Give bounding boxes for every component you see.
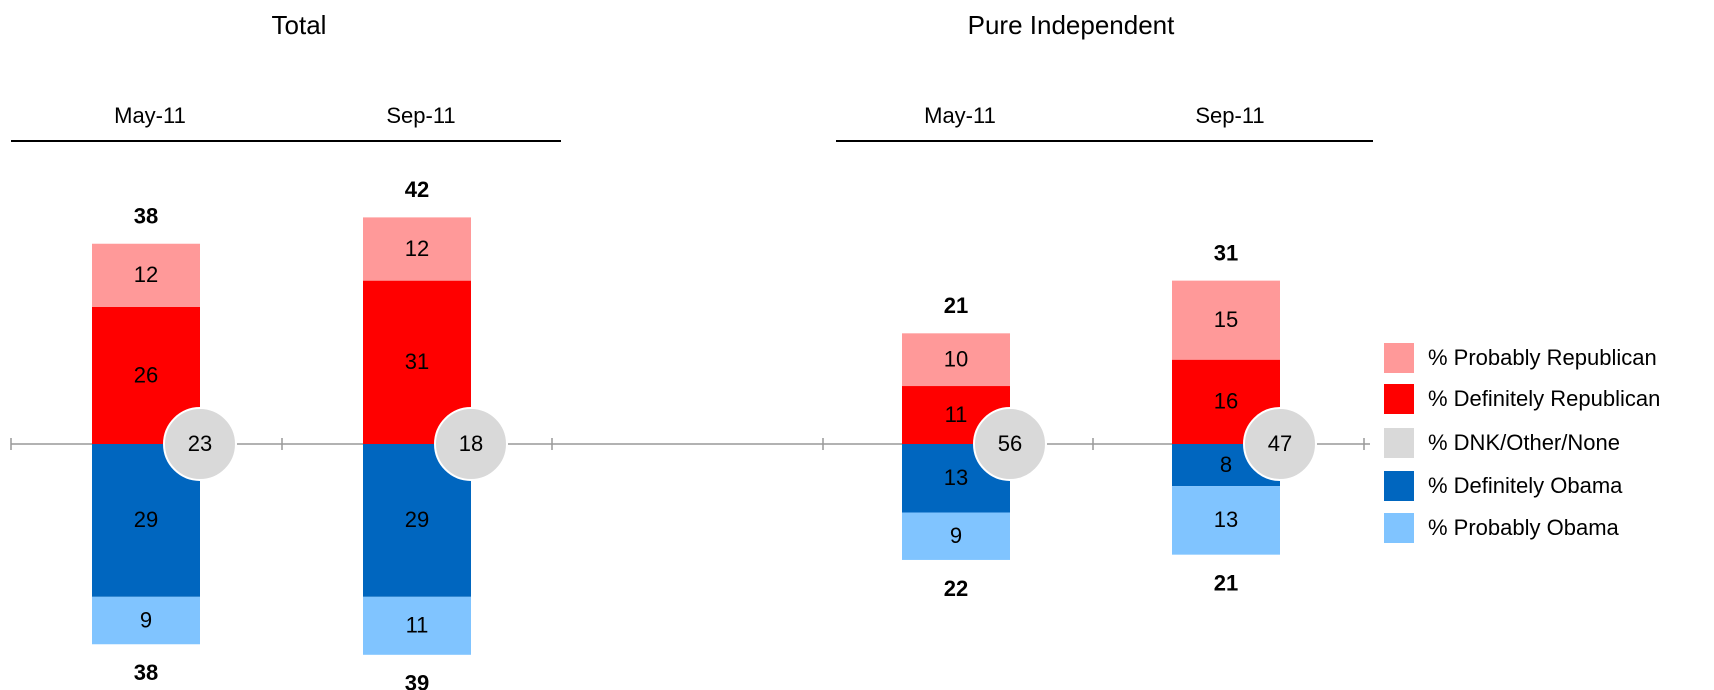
- legend-swatch: [1384, 471, 1414, 501]
- bar-segment: [363, 596, 471, 655]
- dnk-label: 18: [459, 431, 483, 456]
- dnk-label: 56: [998, 431, 1022, 456]
- rep-total: 21: [944, 293, 968, 318]
- segment-label: 10: [944, 346, 968, 371]
- rep-total: 42: [405, 177, 429, 202]
- legend-label: % Probably Republican: [1428, 345, 1657, 370]
- segment-label: 11: [945, 402, 968, 427]
- rep-total: 31: [1214, 240, 1238, 265]
- bar-segment: [363, 217, 471, 281]
- legend-swatch: [1384, 428, 1414, 458]
- panel-title: Pure Independent: [968, 10, 1176, 40]
- legend-swatch: [1384, 384, 1414, 414]
- segment-label: 12: [405, 236, 429, 261]
- dnk-label: 47: [1268, 431, 1292, 456]
- category-label: Sep-11: [1195, 103, 1264, 128]
- dnk-circle: [973, 407, 1047, 481]
- bar-segment: [1172, 280, 1280, 360]
- rep-total: 38: [134, 204, 158, 229]
- obama-total: 38: [134, 660, 158, 685]
- bar-segment: [92, 243, 200, 307]
- segment-label: 16: [1214, 389, 1238, 414]
- segment-label: 8: [1220, 452, 1232, 477]
- obama-total: 21: [1214, 570, 1238, 595]
- segment-label: 13: [944, 465, 968, 490]
- segment-label: 26: [134, 362, 158, 387]
- bar-segment: [1172, 486, 1280, 555]
- category-label: May-11: [114, 103, 186, 128]
- dnk-circle: [434, 407, 508, 481]
- panel-title: Total: [272, 10, 327, 40]
- legend-label: % Definitely Republican: [1428, 386, 1660, 411]
- bar-segment: [92, 596, 200, 645]
- obama-total: 22: [944, 576, 968, 601]
- segment-label: 29: [405, 507, 429, 532]
- category-label: May-11: [924, 103, 996, 128]
- segment-label: 15: [1214, 307, 1238, 332]
- category-label: Sep-11: [386, 103, 455, 128]
- legend-label: % Definitely Obama: [1428, 473, 1623, 498]
- obama-total: 39: [405, 671, 429, 690]
- segment-label: 11: [406, 613, 429, 638]
- segment-label: 12: [134, 262, 158, 287]
- dnk-label: 23: [188, 431, 212, 456]
- legend-swatch: [1384, 513, 1414, 543]
- legend-swatch: [1384, 343, 1414, 373]
- bar-segment: [902, 512, 1010, 560]
- segment-label: 9: [140, 607, 152, 632]
- segment-label: 9: [950, 523, 962, 548]
- segment-label: 13: [1214, 507, 1238, 532]
- legend-label: % Probably Obama: [1428, 515, 1620, 540]
- dnk-circle: [1243, 407, 1317, 481]
- segment-label: 29: [134, 507, 158, 532]
- legend-label: % DNK/Other/None: [1428, 430, 1620, 455]
- dnk-circle: [163, 407, 237, 481]
- bar-segment: [902, 333, 1010, 387]
- segment-label: 31: [405, 349, 429, 374]
